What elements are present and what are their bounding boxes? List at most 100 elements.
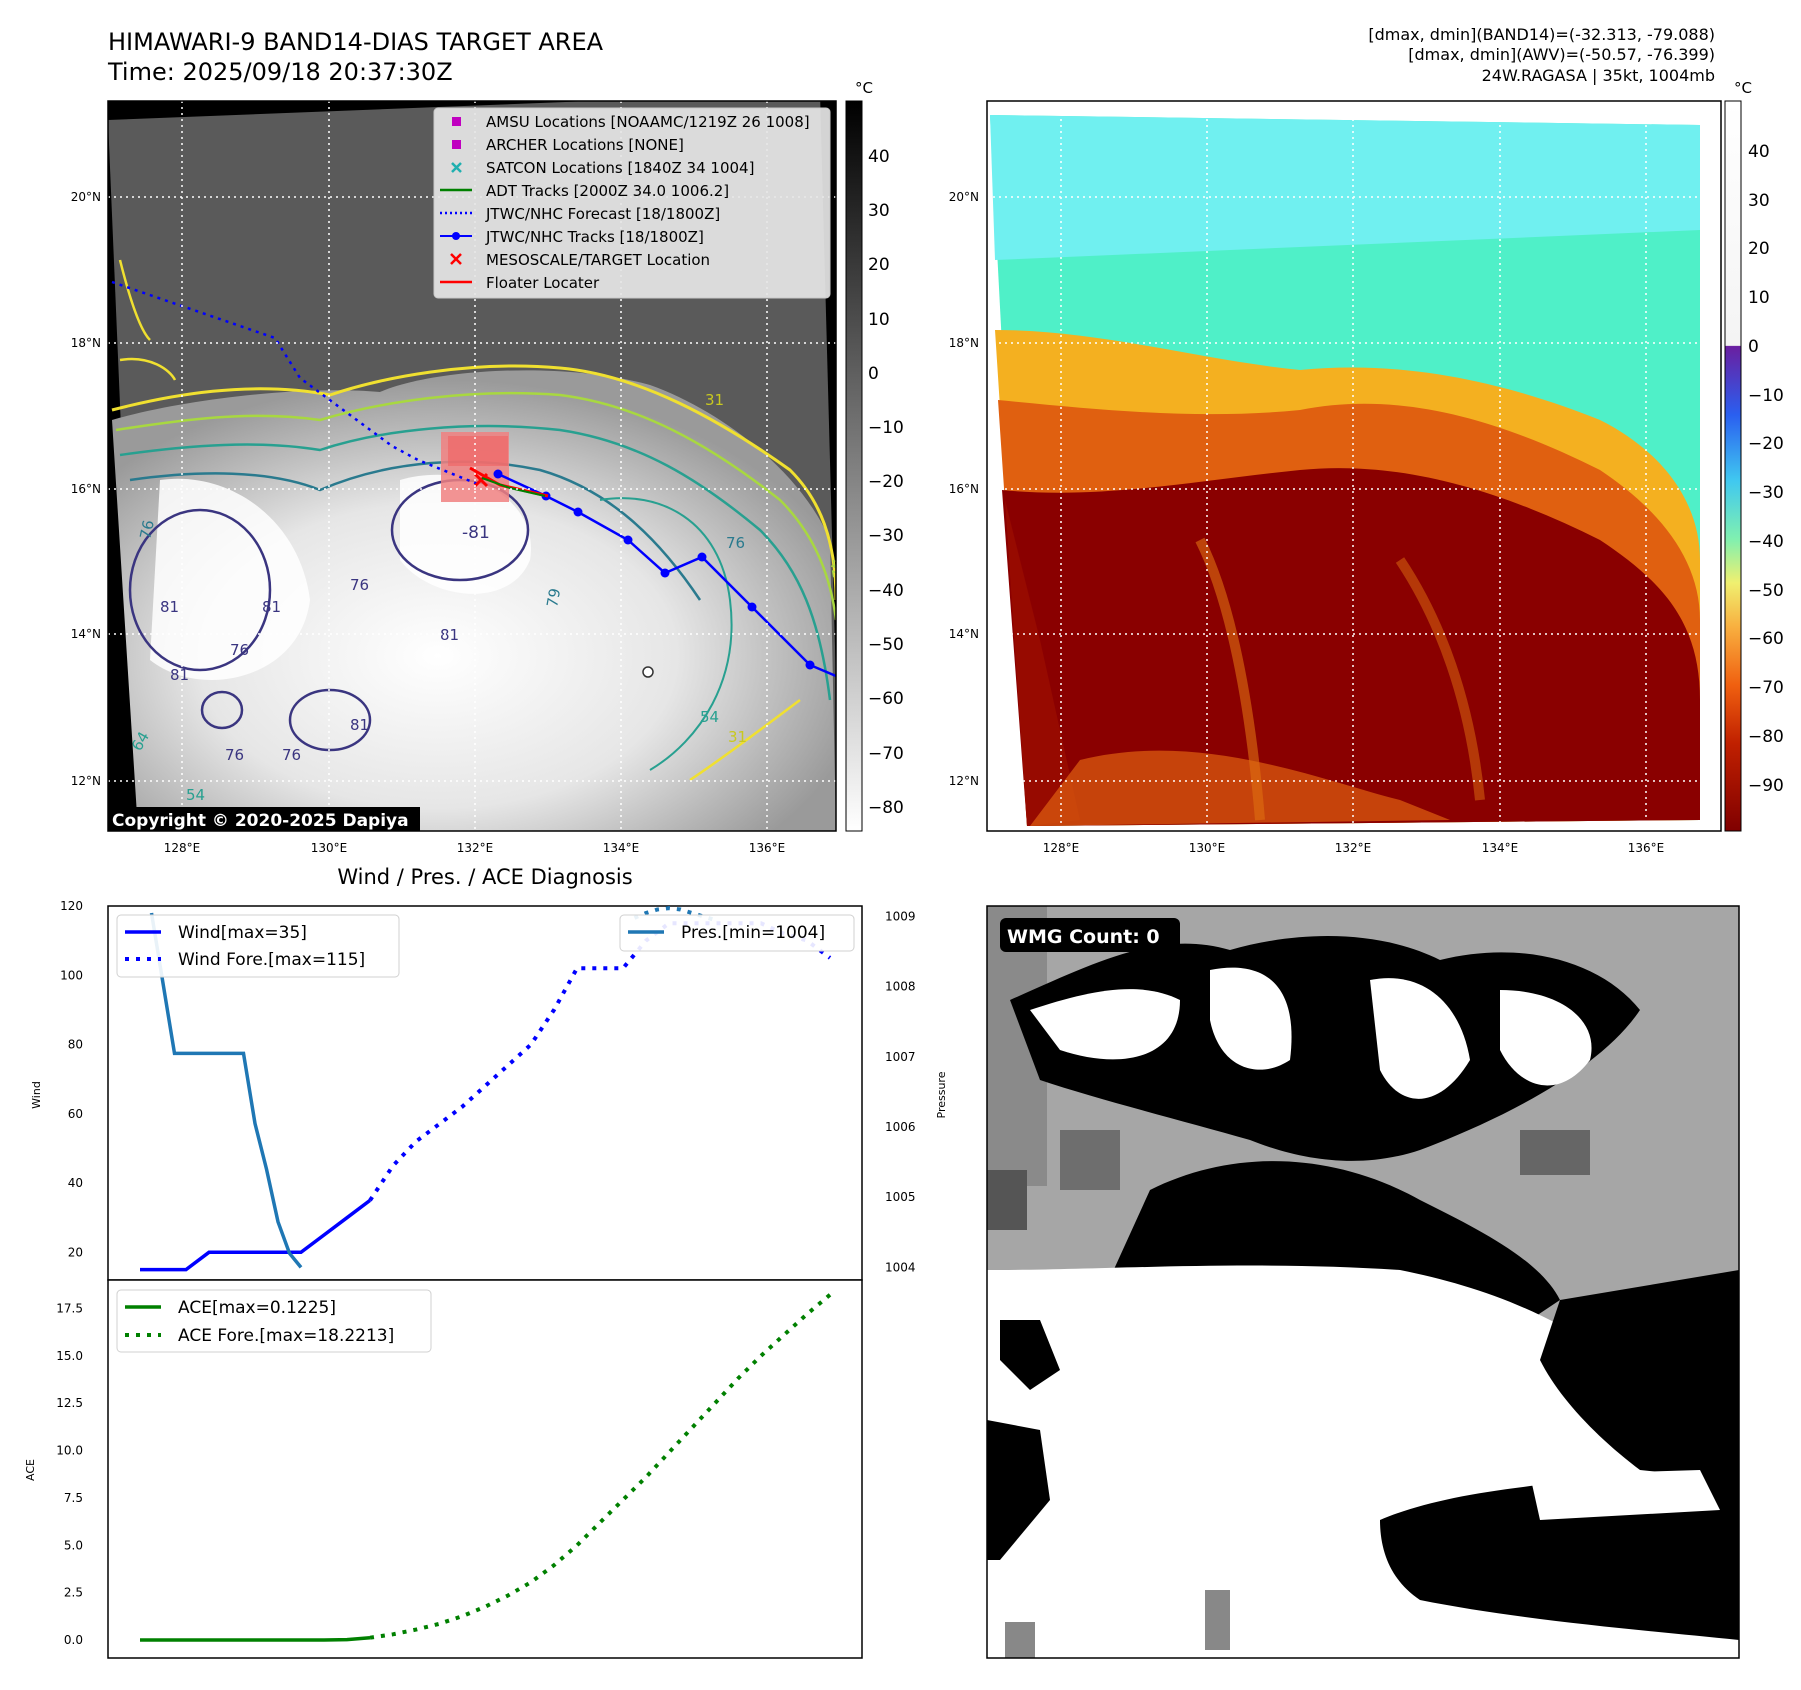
copyright-text: Copyright © 2020-2025 Dapiya <box>112 811 409 831</box>
right-gridlines <box>987 101 1721 831</box>
ace-axis-label: ACE <box>24 1459 37 1481</box>
track-point <box>697 552 707 562</box>
contour-81-small <box>200 690 244 730</box>
wmg-black-band-north <box>1010 936 1640 1161</box>
ir-cloud-mass <box>112 370 836 831</box>
right-colorbar-gradient <box>1724 100 1742 832</box>
right-colorbar-ticks: 40 30 20 10 0 −10 −20 −30 −40 −50 −60 −7… <box>1748 142 1784 796</box>
legend-label: JTWC/NHC Forecast [18/1800Z] <box>485 205 720 223</box>
pressure-y-tick: 1006 <box>885 1120 916 1134</box>
wmg-gray-patch-s <box>1205 1590 1230 1650</box>
contour-42 <box>115 391 836 621</box>
lon-tick: 134°E <box>1482 841 1519 855</box>
awv-map-panel: 128°E 130°E 132°E 134°E 136°E 20°N 18°N … <box>949 100 1722 855</box>
ace-y-tick: 17.5 <box>56 1301 83 1315</box>
floater-box <box>448 436 508 466</box>
colorbar-tick: −70 <box>868 744 904 764</box>
contour-label: 81 <box>350 716 369 734</box>
wind-axis-label: Wind <box>30 1081 43 1109</box>
contour-label: 81 <box>262 598 281 616</box>
wind-y-tick: 20 <box>68 1245 83 1259</box>
right-colorbar-unit: °C <box>1734 79 1752 97</box>
wmg-white-streak-east <box>1530 1470 1720 1520</box>
legend-x-satcon <box>451 162 462 173</box>
legend-label: SATCON Locations [1840Z 34 1004] <box>486 159 754 177</box>
right-colorbar: °C 40 30 20 10 0 −10 −20 −30 −40 −50 −60… <box>1724 79 1784 832</box>
ace-y-tick: 15.0 <box>56 1349 83 1363</box>
wind-y-ticks: 120 100 80 60 40 20 <box>60 899 83 1259</box>
colorbar-tick: −50 <box>868 635 904 655</box>
lat-tick: 18°N <box>71 336 101 350</box>
awv-cold-core <box>1002 468 1700 826</box>
colorbar-tick: 40 <box>1748 142 1770 162</box>
wmg-label-box <box>1000 918 1180 952</box>
contour-label: -81 <box>462 523 490 543</box>
left-colorbar: °C 40 30 20 10 0 −10 −20 −30 −40 −50 −60… <box>845 79 904 832</box>
legend-label: Floater Locater <box>486 274 600 292</box>
wmg-white-north-2 <box>1210 967 1292 1070</box>
wmg-gray-patch-sw <box>1005 1622 1035 1658</box>
contour-label: 31 <box>728 728 747 746</box>
wmg-panel: WMG Count: 0 <box>986 905 1740 1659</box>
contour-label: 79 <box>543 587 564 609</box>
track-point <box>747 602 757 612</box>
colorbar-tick: 30 <box>1748 191 1770 211</box>
colorbar-tick: −20 <box>1748 434 1784 454</box>
contour-label: 76 <box>136 518 158 540</box>
awv-spiral-band <box>1195 537 1265 821</box>
pressure-y-tick: 1009 <box>885 910 916 924</box>
colorbar-tick: −40 <box>868 581 904 601</box>
ace-y-tick: 2.5 <box>64 1586 83 1600</box>
ace-y-tick: 5.0 <box>64 1538 83 1552</box>
wmg-black-east <box>1540 1270 1739 1480</box>
pressure-series-line <box>149 912 303 1269</box>
wmg-white-north-1 <box>1030 989 1180 1060</box>
figure-time: Time: 2025/09/18 20:37:30Z <box>107 58 453 86</box>
colorbar-tick: −70 <box>1748 678 1784 698</box>
colorbar-tick: −10 <box>868 418 904 438</box>
legend-label: AMSU Locations [NOAAMC/1219Z 26 1008] <box>486 113 810 131</box>
contour-label: 31 <box>705 391 724 409</box>
contour-label: 76 <box>350 576 369 594</box>
left-lon-ticks: 128°E 130°E 132°E 134°E 136°E <box>164 841 786 855</box>
colorbar-tick: 20 <box>868 255 890 275</box>
colorbar-tick: 0 <box>868 364 879 384</box>
colorbar-tick: −80 <box>1748 727 1784 747</box>
stats-awv: [dmax, dmin](AWV)=(-50.57, -76.399) <box>1408 45 1715 64</box>
right-lat-ticks: 20°N 18°N 16°N 14°N 12°N <box>949 190 979 788</box>
pressure-y-tick: 1007 <box>885 1050 916 1064</box>
contour-31-se <box>689 698 801 782</box>
colorbar-tick: −10 <box>1748 386 1784 406</box>
pressure-y-tick: 1005 <box>885 1190 916 1204</box>
pressure-y-tick: 1004 <box>885 1260 916 1274</box>
ace-y-tick: 10.0 <box>56 1444 83 1458</box>
colorbar-tick: −30 <box>1748 483 1784 503</box>
colorbar-tick: −40 <box>1748 532 1784 552</box>
pressure-legend-box <box>619 914 855 952</box>
ir-cold-cloud-west <box>150 478 310 680</box>
legend-label: JTWC/NHC Tracks [18/1800Z] <box>485 228 704 246</box>
wind-y-tick: 100 <box>60 968 83 982</box>
satellite-point <box>642 666 654 678</box>
track-point <box>623 535 633 545</box>
wmg-white-north-4 <box>1500 990 1592 1086</box>
legend-label: ARCHER Locations [NONE] <box>486 136 684 154</box>
wind-y-tick: 60 <box>68 1107 83 1121</box>
lon-tick: 128°E <box>164 841 201 855</box>
lat-tick: 20°N <box>71 190 101 204</box>
legend-label-ace-fore: ACE Fore.[max=18.2213] <box>178 1326 394 1346</box>
ace-y-tick: 12.5 <box>56 1396 83 1410</box>
lat-tick: 20°N <box>949 190 979 204</box>
legend-label: MESOSCALE/TARGET Location <box>486 251 710 269</box>
colorbar-tick: 0 <box>1748 337 1759 357</box>
ir-cold-cloud-center <box>400 474 531 594</box>
colorbar-tick: −80 <box>868 798 904 818</box>
colorbar-tick: 20 <box>1748 239 1770 259</box>
wind-y-tick: 120 <box>60 899 83 913</box>
lon-tick: 134°E <box>603 841 640 855</box>
contour-label: 81 <box>440 626 459 644</box>
wmg-frame <box>986 905 1740 1659</box>
track-point <box>493 469 503 479</box>
lat-tick: 16°N <box>949 482 979 496</box>
